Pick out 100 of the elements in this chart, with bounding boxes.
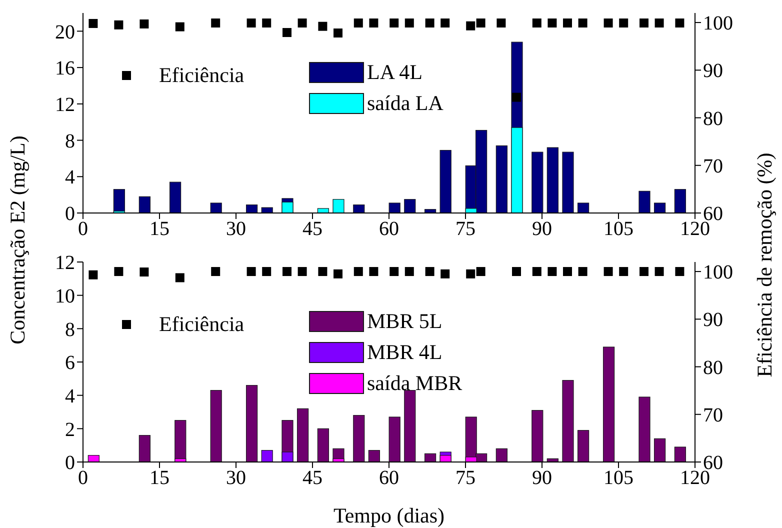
point xyxy=(425,18,434,28)
x-tick-label: 45 xyxy=(302,218,322,240)
y-tick-label: 12 xyxy=(55,94,75,116)
bar xyxy=(368,450,380,462)
bar xyxy=(261,450,273,462)
bar xyxy=(353,204,365,213)
y2-tick-label: 90 xyxy=(703,309,723,332)
point xyxy=(404,18,414,28)
bar xyxy=(638,190,650,213)
point xyxy=(466,21,476,30)
bar xyxy=(674,446,686,462)
point xyxy=(334,28,342,38)
point xyxy=(282,28,292,38)
y-tick-label: 4 xyxy=(65,166,75,189)
bar xyxy=(577,430,590,462)
bar xyxy=(562,152,574,213)
x-axis-title: Tempo (dias) xyxy=(333,504,445,528)
bar xyxy=(546,147,558,213)
y-tick-label: 8 xyxy=(65,130,75,152)
point xyxy=(604,18,613,28)
x-tick-label: 75 xyxy=(456,467,476,490)
point xyxy=(619,18,628,28)
legend-label: Eficiência xyxy=(159,62,244,88)
bar xyxy=(317,208,329,213)
x-tick-label: 60 xyxy=(379,467,399,490)
bar xyxy=(246,204,258,213)
point xyxy=(246,18,256,28)
legend-label: MBR 4L xyxy=(367,340,442,365)
point xyxy=(114,20,124,30)
bar xyxy=(388,416,400,462)
y2-tick-label: 100 xyxy=(703,262,733,284)
bar xyxy=(210,202,222,213)
bar xyxy=(404,199,416,213)
y-tick-label: 6 xyxy=(65,352,75,374)
x-tick-label: 75 xyxy=(456,218,476,240)
bar xyxy=(210,390,222,462)
x-tick-label: 90 xyxy=(532,218,552,240)
y-tick-label: 4 xyxy=(65,385,75,408)
y2-axis-title: Eficiência de remoção (%) xyxy=(752,152,778,378)
legend-label: saída LA xyxy=(367,91,444,116)
point xyxy=(175,22,184,32)
point xyxy=(318,22,328,31)
x-tick-label: 105 xyxy=(604,467,634,490)
point xyxy=(262,18,272,28)
point xyxy=(675,18,684,28)
bar xyxy=(532,152,544,213)
x-tick-label: 105 xyxy=(604,218,634,240)
x-tick-label: 60 xyxy=(379,218,399,240)
y-tick-label: 12 xyxy=(55,252,75,274)
bar xyxy=(654,438,666,462)
point xyxy=(578,18,588,28)
bar xyxy=(440,150,452,213)
y-tick-label: 20 xyxy=(55,21,75,44)
point xyxy=(211,18,220,28)
bar xyxy=(638,396,650,462)
y2-tick-label: 70 xyxy=(703,155,723,178)
point xyxy=(476,18,486,28)
point xyxy=(548,18,557,28)
y2-tick-label: 80 xyxy=(703,356,723,379)
point xyxy=(140,19,149,28)
x-tick-label: 15 xyxy=(150,218,170,240)
bar xyxy=(88,455,100,462)
x-tick-label: 15 xyxy=(150,467,170,490)
bar xyxy=(404,390,416,462)
legend-label: LA 4L xyxy=(367,60,422,85)
bar xyxy=(496,145,508,213)
bar xyxy=(138,196,150,213)
bar xyxy=(353,415,365,462)
point xyxy=(532,18,542,28)
y-tick-label: 16 xyxy=(55,58,75,80)
point xyxy=(298,18,307,28)
x-tick-label: 30 xyxy=(226,218,246,240)
bar xyxy=(532,410,544,462)
point xyxy=(512,92,521,102)
legend-label: Eficiência xyxy=(159,312,244,336)
point xyxy=(369,18,378,28)
bar xyxy=(296,408,309,462)
point xyxy=(640,18,648,28)
y-tick-label: 0 xyxy=(65,203,75,226)
y2-tick-label: 100 xyxy=(703,12,733,35)
point xyxy=(88,18,98,28)
bar xyxy=(654,202,666,213)
y-tick-label: 2 xyxy=(65,418,75,441)
x-tick-label: 30 xyxy=(226,467,246,490)
point xyxy=(496,18,506,28)
bar xyxy=(496,448,508,462)
y2-tick-label: 70 xyxy=(703,404,723,426)
bar xyxy=(317,428,329,462)
legend-label: saída MBR xyxy=(367,371,462,396)
point xyxy=(440,18,450,28)
point xyxy=(354,18,363,28)
y-tick-label: 0 xyxy=(65,452,75,474)
y-tick-label: 10 xyxy=(55,285,75,308)
bar xyxy=(577,202,590,213)
bar xyxy=(388,202,400,213)
y2-tick-label: 80 xyxy=(703,108,723,130)
bar xyxy=(562,380,574,462)
bar xyxy=(424,453,436,462)
y-tick-label: 8 xyxy=(65,318,75,341)
x-tick-label: 90 xyxy=(532,467,552,490)
